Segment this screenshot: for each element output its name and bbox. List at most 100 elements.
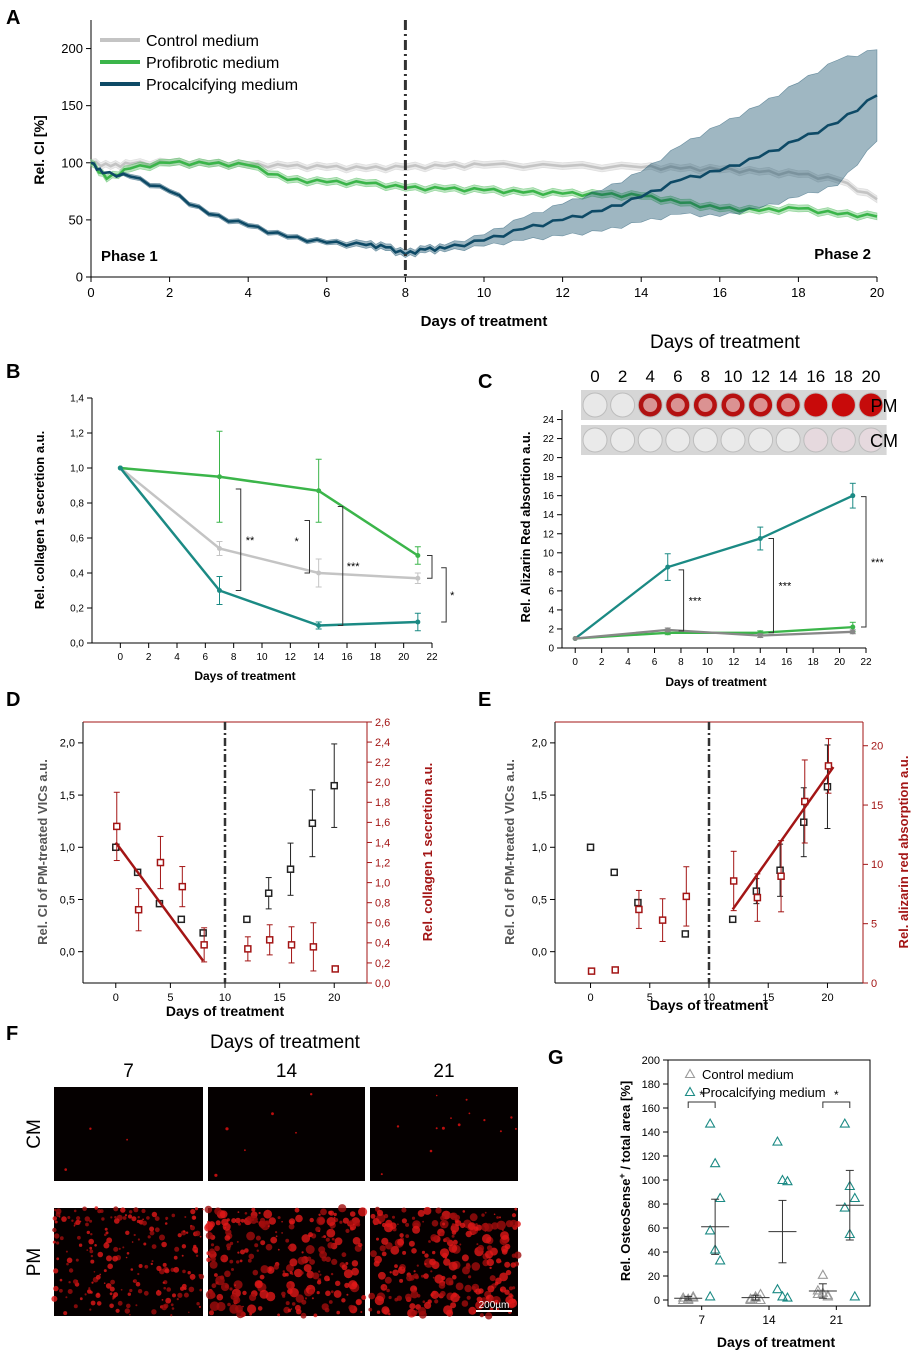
well	[858, 427, 884, 453]
data-point	[415, 619, 421, 625]
fluorescent-signal	[376, 1209, 384, 1217]
fluorescent-signal	[198, 1273, 202, 1277]
fluorescent-signal	[79, 1220, 82, 1223]
well-row-label: PM	[871, 396, 898, 416]
fluorescent-signal	[444, 1237, 450, 1243]
fluorescent-signal	[282, 1270, 285, 1273]
x-tick-label: 0	[572, 657, 578, 668]
fluorescent-signal	[89, 1308, 92, 1311]
fluorescent-signal	[206, 1257, 211, 1263]
x-tick-label: 4	[245, 285, 252, 300]
fluorescent-signal	[181, 1254, 184, 1257]
fluorescent-signal	[394, 1264, 398, 1268]
fluorescent-signal	[193, 1244, 197, 1249]
fluorescent-signal	[182, 1269, 186, 1274]
fluorescent-signal	[244, 1149, 246, 1152]
fluorescent-signal	[194, 1230, 201, 1237]
y-right-tick-label: 1,0	[375, 877, 390, 889]
fluorescent-signal	[198, 1305, 201, 1308]
data-point	[849, 1192, 861, 1203]
fluorescent-signal	[224, 1235, 231, 1241]
fluorescent-signal	[457, 1123, 461, 1127]
fluorescent-signal	[53, 1268, 59, 1274]
ci-data-point	[199, 929, 207, 937]
fluorescent-signal	[422, 1220, 424, 1223]
fluorescent-signal	[240, 1249, 245, 1255]
series-line-1	[120, 466, 419, 557]
fluorescent-signal	[277, 1216, 281, 1220]
fluorescent-signal	[295, 1308, 302, 1315]
fluorescent-signal	[445, 1277, 454, 1286]
x-tick-label: 10	[702, 657, 714, 668]
fluorescent-signal	[277, 1248, 280, 1251]
y-tick-label: 1,4	[70, 394, 84, 405]
fluorescent-signal	[110, 1216, 113, 1219]
fluorescent-signal	[263, 1209, 273, 1219]
fluorescent-signal	[331, 1258, 338, 1265]
fluorescent-signal	[76, 1216, 81, 1221]
fluorescent-signal	[151, 1244, 157, 1249]
fluorescent-signal	[318, 1270, 321, 1273]
fluorescent-signal	[396, 1125, 400, 1128]
fluorescent-signal	[370, 1213, 376, 1219]
y-tick-label: 1,0	[70, 464, 84, 475]
fluorescent-signal	[151, 1211, 158, 1218]
fluorescent-signal	[496, 1258, 502, 1264]
ci-data-point	[681, 930, 690, 938]
x-tick-label: 5	[647, 992, 653, 1004]
fluorescent-signal	[73, 1279, 78, 1284]
alizarin-data-point	[658, 916, 667, 924]
well	[748, 427, 774, 453]
fluorescent-signal	[514, 1127, 517, 1130]
fluorescent-signal	[270, 1236, 278, 1244]
fluorescent-signal	[113, 1206, 119, 1212]
fluorescent-signal	[319, 1273, 322, 1276]
fluorescent-signal	[321, 1236, 324, 1238]
fluorescent-signal	[266, 1266, 275, 1274]
fluorescent-signal	[194, 1249, 199, 1254]
collagen-data-point	[113, 822, 121, 831]
collagen-data-point	[244, 945, 252, 953]
x-tick-label: 20	[328, 992, 340, 1004]
fluorescent-signal	[326, 1217, 336, 1226]
y-tick-label: 20	[648, 1271, 660, 1283]
fluorescent-signal	[352, 1237, 361, 1245]
fluorescent-signal	[75, 1258, 79, 1262]
fluorescent-signal	[409, 1303, 416, 1310]
fluorescent-signal	[504, 1261, 511, 1268]
data-point	[782, 1291, 793, 1302]
fluorescent-signal	[449, 1212, 456, 1219]
fluorescent-signal	[150, 1262, 153, 1266]
well-day-label: 4	[645, 367, 654, 386]
y-tick-label: 100	[61, 155, 83, 170]
fluorescent-signal	[117, 1300, 123, 1306]
y-tick-label: 120	[642, 1151, 660, 1163]
y-tick-label: 0	[654, 1295, 660, 1307]
fluorescent-signal	[338, 1204, 347, 1213]
fluorescent-signal	[341, 1252, 347, 1258]
fluorescent-signal	[229, 1287, 233, 1291]
fluorescent-signal	[90, 1300, 96, 1306]
fluorescent-signal	[496, 1220, 506, 1231]
fluorescent-signal	[63, 1311, 68, 1316]
fluorescent-signal	[325, 1290, 331, 1297]
data-point	[850, 624, 856, 630]
fluorescent-signal	[229, 1241, 234, 1246]
fluorescent-signal	[137, 1272, 140, 1276]
fluorescent-signal	[440, 1232, 445, 1237]
fluorescent-signal	[142, 1218, 145, 1221]
fluorescent-signal	[190, 1225, 195, 1231]
data-point	[415, 575, 421, 581]
y-right-tick-label: 20	[871, 741, 883, 753]
fluorescent-signal	[141, 1208, 146, 1214]
fluorescent-signal	[254, 1243, 259, 1248]
fluorescent-signal	[485, 1250, 494, 1259]
fluorescent-signal	[162, 1281, 165, 1284]
fluorescent-signal	[412, 1225, 421, 1234]
data-point	[817, 1269, 829, 1279]
fluorescent-signal	[251, 1207, 256, 1212]
fluorescent-signal	[301, 1251, 304, 1254]
y-right-tick-label: 0,2	[375, 958, 390, 970]
legend-label: Control medium	[702, 1067, 794, 1082]
